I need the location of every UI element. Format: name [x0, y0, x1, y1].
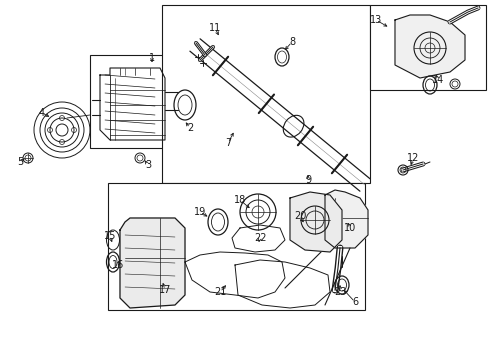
Text: 15: 15 [104, 231, 116, 241]
Text: 7: 7 [225, 138, 231, 148]
Text: 21: 21 [214, 287, 226, 297]
Polygon shape [325, 190, 368, 248]
Text: 12: 12 [407, 153, 419, 163]
Text: 9: 9 [305, 175, 311, 185]
Text: 23: 23 [334, 287, 346, 297]
Bar [370, 5, 486, 90]
Text: 13: 13 [370, 15, 382, 25]
Bar [162, 5, 370, 183]
Polygon shape [290, 192, 342, 252]
Text: 16: 16 [112, 260, 124, 270]
Text: 2: 2 [187, 123, 193, 133]
Text: 18: 18 [234, 195, 246, 205]
Text: 22: 22 [254, 233, 266, 243]
Text: 8: 8 [289, 37, 295, 47]
Polygon shape [395, 15, 465, 78]
Text: 6: 6 [352, 297, 358, 307]
Text: 3: 3 [145, 160, 151, 170]
Text: 4: 4 [39, 108, 45, 118]
Text: 20: 20 [294, 211, 306, 221]
Text: 11: 11 [209, 23, 221, 33]
Text: 5: 5 [17, 157, 23, 167]
Text: 10: 10 [344, 223, 356, 233]
Bar [90, 55, 205, 148]
Text: 19: 19 [194, 207, 206, 217]
Text: 14: 14 [432, 75, 444, 85]
Text: 1: 1 [149, 53, 155, 63]
Bar [108, 183, 365, 310]
Polygon shape [120, 218, 185, 308]
Text: 17: 17 [159, 285, 171, 295]
